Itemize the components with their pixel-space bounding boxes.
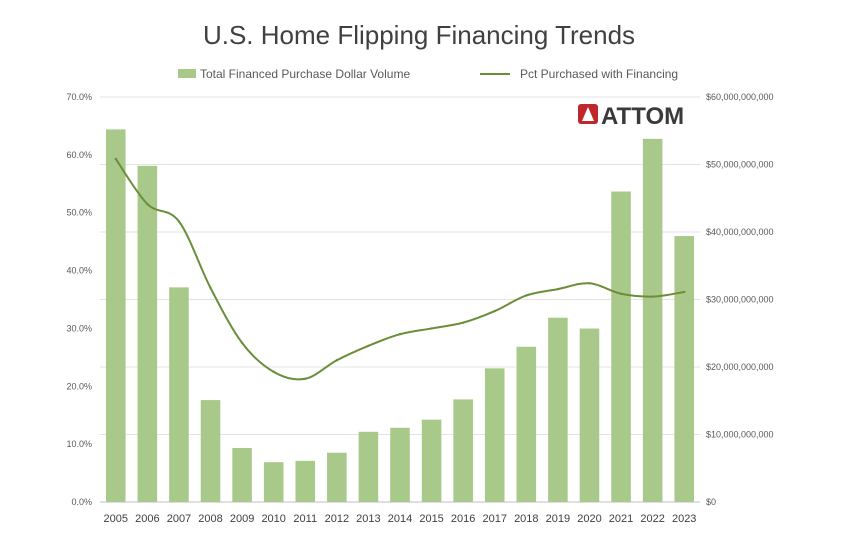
attom-logo-text: ATTOM bbox=[601, 103, 684, 130]
bar-2011 bbox=[295, 460, 316, 502]
y-right-tick-label: $10,000,000,000 bbox=[706, 430, 774, 440]
line-point-2022 bbox=[651, 295, 654, 298]
line-point-2009 bbox=[240, 341, 244, 345]
x-tick-label: 2006 bbox=[135, 513, 159, 525]
line-point-2012 bbox=[335, 359, 339, 362]
y-left-tick-label: 0.0% bbox=[71, 497, 92, 507]
chart-title: U.S. Home Flipping Financing Trends bbox=[203, 20, 635, 50]
bar-2017 bbox=[484, 368, 505, 502]
bar-2016 bbox=[453, 399, 473, 502]
x-tick-label: 2010 bbox=[261, 513, 285, 525]
x-tick-label: 2009 bbox=[230, 513, 254, 525]
y-right-tick-label: $50,000,000,000 bbox=[706, 160, 774, 170]
bar-2018 bbox=[516, 346, 537, 502]
bar-2020 bbox=[579, 328, 600, 502]
y-left-tick-label: 70.0% bbox=[66, 92, 92, 102]
line-point-2015 bbox=[430, 327, 433, 330]
line-point-2021 bbox=[619, 292, 623, 295]
y-left-tick-label: 20.0% bbox=[66, 381, 92, 391]
y-right-tick-label: $40,000,000,000 bbox=[706, 227, 774, 237]
line-series bbox=[114, 157, 686, 381]
x-tick-label: 2008 bbox=[198, 513, 222, 525]
bar-2006 bbox=[137, 165, 158, 502]
bar-2013 bbox=[358, 431, 379, 502]
line-point-2007 bbox=[177, 220, 181, 223]
y-right-tick-label: $20,000,000,000 bbox=[706, 362, 774, 372]
y-right-tick-label: $0 bbox=[706, 497, 716, 507]
line-point-2014 bbox=[398, 333, 402, 336]
bar-2009 bbox=[232, 448, 252, 502]
x-tick-label: 2017 bbox=[482, 513, 506, 525]
bar-2014 bbox=[390, 427, 410, 502]
bar-2008 bbox=[200, 400, 221, 502]
line-point-2023 bbox=[683, 290, 686, 294]
x-tick-label: 2012 bbox=[325, 513, 349, 525]
y-axis-left: 0.0% 10.0% 20.0% 30.0% 40.0% 50.0% 60.0% 70.0% bbox=[66, 92, 92, 507]
x-tick-label: 2019 bbox=[546, 513, 570, 525]
legend-bar-label: Total Financed Purchase Dollar Volume bbox=[200, 67, 410, 81]
x-tick-label: 2015 bbox=[419, 513, 443, 525]
line-point-2017 bbox=[493, 309, 496, 313]
line-point-2019 bbox=[556, 287, 560, 291]
y-left-tick-label: 60.0% bbox=[66, 150, 92, 160]
bar-2012 bbox=[327, 452, 347, 502]
x-tick-label: 2005 bbox=[104, 513, 128, 525]
y-right-tick-label: $30,000,000,000 bbox=[706, 295, 774, 305]
x-tick-label: 2016 bbox=[451, 513, 475, 525]
bar-2021 bbox=[611, 191, 631, 502]
bar-2019 bbox=[548, 317, 568, 502]
y-axis-right: $0 $10,000,000,000 $20,000,000,000 $30,000,… bbox=[706, 92, 774, 507]
line-point-2020 bbox=[588, 282, 591, 285]
y-left-tick-label: 10.0% bbox=[66, 439, 92, 449]
legend-bar-swatch bbox=[178, 69, 196, 78]
line-point-2005 bbox=[114, 157, 117, 161]
attom-logo: ATTOM bbox=[578, 103, 684, 130]
x-tick-label: 2013 bbox=[356, 513, 380, 525]
bar-series bbox=[106, 129, 694, 503]
bar-2007 bbox=[169, 287, 189, 502]
attom-logo-house-icon bbox=[582, 107, 594, 121]
bar-2023 bbox=[674, 236, 694, 503]
bar-2005 bbox=[106, 129, 126, 502]
x-tick-label: 2022 bbox=[640, 513, 664, 525]
line-point-2018 bbox=[525, 294, 528, 297]
x-tick-label: 2014 bbox=[388, 513, 412, 525]
y-left-tick-label: 40.0% bbox=[66, 266, 92, 276]
x-tick-label: 2018 bbox=[514, 513, 538, 525]
x-axis: 2005 2006 2007 2008 2009 2010 2011 2012 2013 2014… bbox=[104, 513, 697, 525]
line-point-2016 bbox=[461, 321, 465, 324]
line-point-2008 bbox=[209, 286, 212, 290]
y-right-tick-label: $60,000,000,000 bbox=[706, 92, 774, 102]
line-point-2013 bbox=[367, 344, 370, 347]
bar-2022 bbox=[642, 138, 663, 502]
y-left-tick-label: 30.0% bbox=[66, 323, 92, 333]
y-left-tick-label: 50.0% bbox=[66, 208, 92, 218]
line-point-2006 bbox=[146, 202, 149, 206]
legend-line-label: Pct Purchased with Financing bbox=[520, 67, 678, 81]
x-tick-label: 2023 bbox=[672, 513, 696, 525]
line-point-2010 bbox=[272, 370, 275, 374]
x-tick-label: 2011 bbox=[293, 513, 317, 525]
x-tick-label: 2007 bbox=[167, 513, 191, 525]
legend: Total Financed Purchase Dollar Volume Pc… bbox=[178, 67, 678, 81]
x-tick-label: 2020 bbox=[577, 513, 601, 525]
x-tick-label: 2021 bbox=[609, 513, 633, 525]
bar-2010 bbox=[263, 462, 284, 502]
line-point-2011 bbox=[304, 377, 307, 380]
bar-2015 bbox=[421, 419, 442, 502]
